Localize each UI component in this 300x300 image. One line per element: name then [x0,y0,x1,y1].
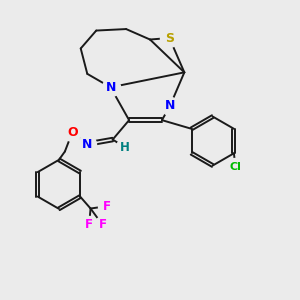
Text: F: F [103,200,111,213]
Text: F: F [85,218,93,232]
Text: S: S [165,32,174,44]
Text: F: F [98,218,106,232]
Text: N: N [165,99,175,112]
Text: N: N [105,81,116,94]
Text: Cl: Cl [230,162,241,172]
Text: H: H [120,140,130,154]
Text: O: O [67,126,78,139]
Text: N: N [82,137,92,151]
